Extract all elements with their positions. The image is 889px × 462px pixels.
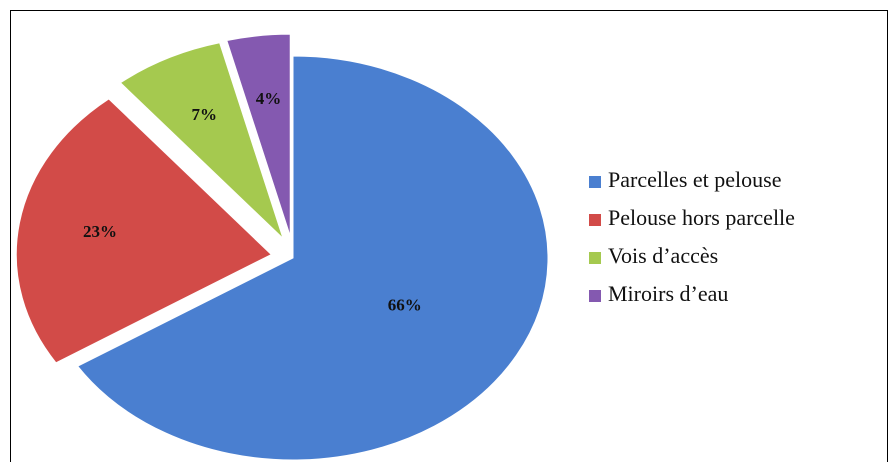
slice-label: 23%: [83, 222, 117, 241]
pie-slice: [226, 33, 291, 237]
legend-label: Vois d’accès: [608, 243, 718, 268]
legend-swatch: [589, 252, 601, 264]
pie-slice: [76, 55, 549, 461]
pie-slice: [15, 98, 273, 364]
slice-label: 7%: [192, 105, 218, 124]
pie-slice: [119, 42, 284, 239]
legend-swatch: [589, 214, 601, 226]
legend-label: Pelouse hors parcelle: [608, 205, 795, 230]
legend: Parcelles et pelouse Pelouse hors parcell…: [589, 167, 795, 306]
legend-label: Parcelles et pelouse: [608, 167, 782, 192]
legend-label: Miroirs d’eau: [608, 281, 728, 306]
pie: 66% 23% 7% 4%: [15, 33, 549, 461]
legend-swatch: [589, 176, 601, 188]
legend-swatch: [589, 290, 601, 302]
slice-label: 66%: [388, 296, 422, 315]
slice-label: 4%: [256, 89, 282, 108]
